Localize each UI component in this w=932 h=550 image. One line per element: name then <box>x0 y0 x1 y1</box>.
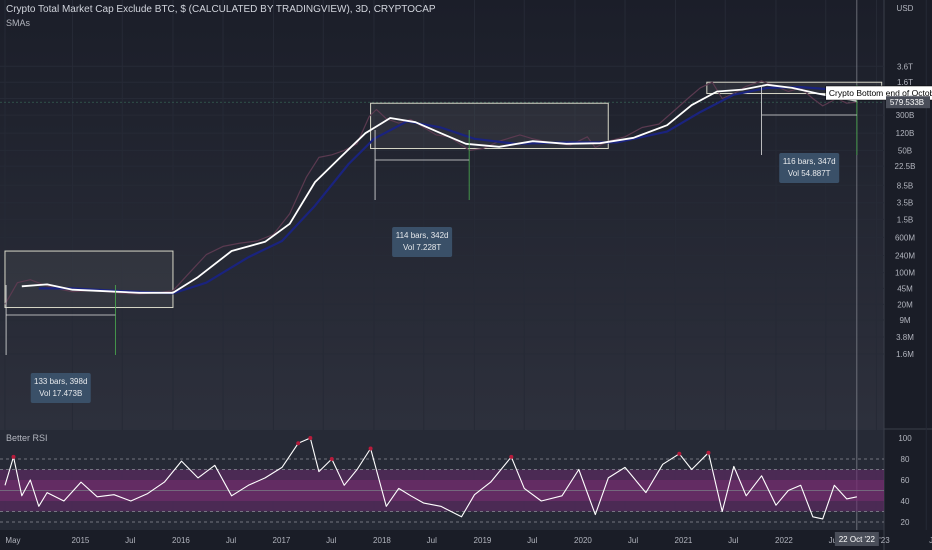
price-series-group <box>4 80 858 305</box>
x-tick-label: '23 <box>879 536 890 545</box>
measure-label-box <box>30 373 91 403</box>
y-tick-label: 1.6M <box>896 350 914 359</box>
y-tick-label: 600M <box>895 233 915 242</box>
rsi-line <box>4 437 858 520</box>
range-box <box>4 250 174 309</box>
rsi-series-group <box>0 436 884 523</box>
y-tick-label: 45M <box>897 284 913 293</box>
x-tick-label: Jul <box>527 536 537 545</box>
cursor-date-tag <box>834 532 879 546</box>
chart-title[interactable]: Crypto Total Market Cap Exclude BTC, $ (… <box>6 4 436 15</box>
x-tick-label: May <box>5 536 20 545</box>
x-tick-label: 2016 <box>172 536 190 545</box>
cursor-date-value: 22 Oct '22 <box>839 535 876 544</box>
y-tick-label: 3.8M <box>896 333 914 342</box>
measure-annotations[interactable]: 133 bars, 398d Vol 17.473B 114 bars, 342d V… <box>5 85 932 403</box>
x-tick-label: 2015 <box>72 536 90 545</box>
indicator-label[interactable]: SMAs <box>6 18 31 28</box>
x-tick-label: 2018 <box>373 536 391 545</box>
x-tick-label: 2020 <box>574 536 592 545</box>
y-tick-label: 3.5B <box>897 199 913 208</box>
callout-text: Crypto Bottom end of October? <box>829 88 932 98</box>
x-tick-label: 2022 <box>775 536 793 545</box>
rsi-overbought-point <box>368 446 373 451</box>
x-tick-label: Jul <box>829 536 839 545</box>
current-price-value: 579.533B <box>890 98 924 107</box>
measure-label-line1: 133 bars, 398d <box>34 377 87 386</box>
rsi-indicator-label[interactable]: Better RSI <box>6 433 48 443</box>
series-line-sma-fast <box>21 83 858 294</box>
rsi-overbought-point <box>11 454 16 459</box>
rsi-overbought-point <box>509 454 514 459</box>
rsi-y-tick-label: 40 <box>901 497 910 506</box>
measure-label-line1: 116 bars, 347d <box>783 157 836 166</box>
x-tick-label: Jul <box>427 536 437 545</box>
rsi-y-tick-label: 20 <box>901 518 910 527</box>
y-tick-label: 300B <box>896 111 915 120</box>
rsi-overbought-point <box>296 441 301 446</box>
measure-label-line2: Vol 7.228T <box>403 243 441 252</box>
y-tick-label: 3.6T <box>897 62 913 71</box>
measure-label-box <box>392 227 453 257</box>
x-tick-label: 2019 <box>474 536 492 545</box>
x-tick-label: 2017 <box>273 536 291 545</box>
y-tick-label: 1.6T <box>897 78 913 87</box>
measure-label-box <box>779 153 840 183</box>
main-pane-background <box>0 0 884 428</box>
y-tick-label: 22.5B <box>895 162 916 171</box>
current-price-tag <box>886 96 930 109</box>
y-tick-label: 1.5B <box>897 215 913 224</box>
y-tick-label: 9M <box>899 316 910 325</box>
rsi-y-tick-label: 80 <box>901 455 910 464</box>
x-tick-label: Jul <box>628 536 638 545</box>
y-axis-unit: USD <box>897 4 914 13</box>
y-tick-label: 20M <box>897 300 913 309</box>
rsi-overbought-point <box>329 457 334 461</box>
x-axis-background[interactable] <box>0 530 932 550</box>
measure-label-line2: Vol 54.887T <box>788 169 831 178</box>
x-tick-label: Jul <box>728 536 738 545</box>
x-tick-label: Jul <box>125 536 135 545</box>
measure-label-line2: Vol 17.473B <box>39 389 82 398</box>
measure-label-line1: 114 bars, 342d <box>396 231 449 240</box>
grid-lines <box>0 0 927 530</box>
x-tick-label: Jul <box>929 536 932 545</box>
rsi-overbought-point <box>706 450 711 455</box>
y-tick-label: 50B <box>898 146 912 155</box>
rsi-y-tick-label: 100 <box>898 434 912 443</box>
y-tick-label: 100M <box>895 269 915 278</box>
series-line-sma-slow <box>38 86 857 295</box>
x-tick-label: Jul <box>326 536 336 545</box>
x-tick-label: 2021 <box>675 536 693 545</box>
y-tick-label: 8.5B <box>897 181 913 190</box>
axis-labels: USD3.6T1.6T700B300B120B50B22.5B8.5B3.5B1… <box>5 4 932 546</box>
x-tick-label: Jul <box>226 536 236 545</box>
y-tick-label: 240M <box>895 251 915 260</box>
rsi-overbought-point <box>308 436 313 440</box>
y-tick-label: 120B <box>896 129 915 138</box>
rsi-overbought-point <box>677 451 682 456</box>
rsi-y-tick-label: 60 <box>901 476 910 485</box>
